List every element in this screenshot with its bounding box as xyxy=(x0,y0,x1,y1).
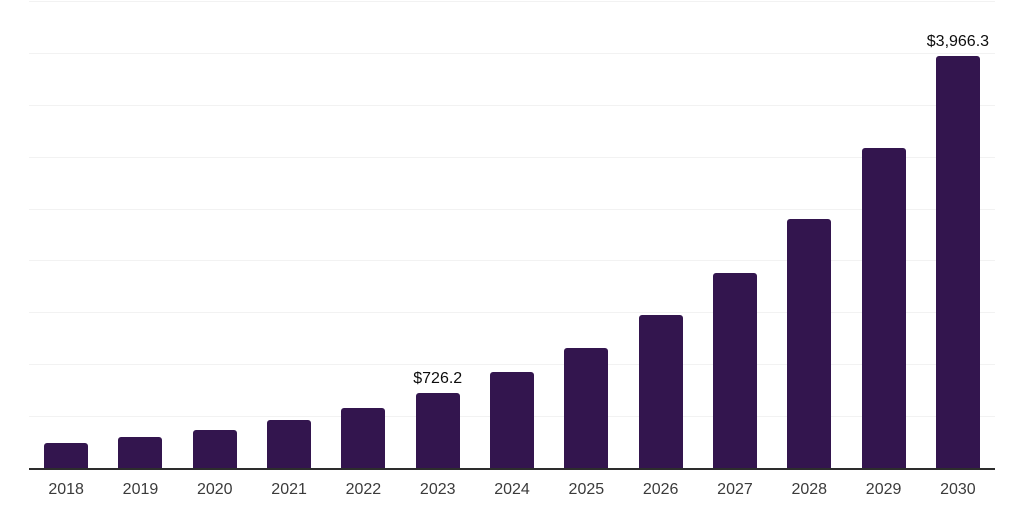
x-tick-label-2018: 2018 xyxy=(48,481,84,498)
bar-slot-2030: $3,966.3 xyxy=(921,1,995,468)
gridline xyxy=(29,52,995,54)
gridline xyxy=(29,104,995,106)
bar-slot-2027 xyxy=(698,1,772,468)
bar-2022 xyxy=(341,407,386,468)
bar-slot-2021 xyxy=(252,1,326,468)
bar-2019 xyxy=(118,436,163,468)
bar-slot-2025 xyxy=(549,1,623,468)
bar-2025 xyxy=(564,347,609,468)
gridline xyxy=(29,312,995,314)
x-tick-label-2030: 2030 xyxy=(940,481,976,498)
x-tick-label-2025: 2025 xyxy=(568,481,605,498)
x-axis-labels: 2018 2019 2020 2021 2022 2023 2024 2025 2026 2027… xyxy=(29,480,995,499)
gridline xyxy=(29,260,995,262)
bar-slot-2026 xyxy=(624,1,698,468)
bar-2029 xyxy=(861,148,906,468)
bar-value-label-2023: $726.2 xyxy=(413,369,463,387)
bar-2021 xyxy=(267,419,312,468)
bar-2030 xyxy=(935,56,980,468)
bar-slot-2022 xyxy=(326,1,400,468)
bars-container: $726.2 $3,966.3 xyxy=(29,1,995,468)
x-tick-label-2024: 2024 xyxy=(494,481,530,498)
bar-slot-2019 xyxy=(103,1,177,468)
bar-value-label-2030: $3,966.3 xyxy=(926,33,990,51)
bar-2020 xyxy=(192,429,237,468)
x-tick-label-2027: 2027 xyxy=(717,481,753,498)
gridline xyxy=(29,156,995,158)
x-tick-label-2026: 2026 xyxy=(642,481,679,498)
x-tick-label-2023: 2023 xyxy=(419,481,456,498)
bar-2023 xyxy=(415,392,460,468)
bar-slot-2024 xyxy=(475,1,549,468)
x-tick-label-2020: 2020 xyxy=(196,481,233,498)
bar-2027 xyxy=(712,273,757,468)
bar-slot-2018 xyxy=(29,1,103,468)
x-tick-label-2021: 2021 xyxy=(271,481,307,498)
bar-2024 xyxy=(490,371,535,468)
plot-area: $726.2 $3,966.3 xyxy=(29,1,995,470)
bar-slot-2023: $726.2 xyxy=(401,1,475,468)
gridline xyxy=(29,208,995,210)
bar-slot-2029 xyxy=(846,1,920,468)
bar-slot-2028 xyxy=(772,1,846,468)
gridline xyxy=(29,1,995,2)
x-tick-label-2028: 2028 xyxy=(791,481,828,498)
x-tick-label-2029: 2029 xyxy=(865,481,902,498)
bar-2026 xyxy=(638,315,683,468)
bar-2028 xyxy=(787,219,832,468)
bar-2018 xyxy=(44,442,89,468)
gridline xyxy=(29,364,995,366)
bar-slot-2020 xyxy=(178,1,252,468)
x-tick-label-2019: 2019 xyxy=(122,481,159,498)
x-tick-label-2022: 2022 xyxy=(345,481,382,498)
